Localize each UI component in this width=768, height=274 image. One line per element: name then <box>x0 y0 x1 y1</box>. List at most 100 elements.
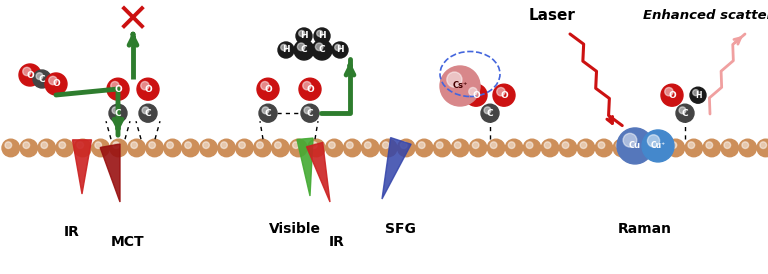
Circle shape <box>647 135 660 147</box>
Circle shape <box>299 78 321 100</box>
Circle shape <box>545 142 551 149</box>
Circle shape <box>77 142 84 149</box>
Circle shape <box>19 64 41 86</box>
Text: O: O <box>144 85 152 94</box>
Circle shape <box>332 42 348 58</box>
Circle shape <box>685 139 703 157</box>
Circle shape <box>56 139 74 157</box>
Circle shape <box>541 139 559 157</box>
Circle shape <box>379 139 397 157</box>
Circle shape <box>310 142 317 149</box>
Circle shape <box>436 142 443 149</box>
Text: IR: IR <box>64 225 80 239</box>
Circle shape <box>290 139 307 157</box>
Circle shape <box>481 104 499 122</box>
Circle shape <box>493 84 515 106</box>
Circle shape <box>693 90 699 96</box>
Circle shape <box>452 139 469 157</box>
Circle shape <box>217 139 235 157</box>
Circle shape <box>262 107 269 114</box>
Circle shape <box>649 139 667 157</box>
Circle shape <box>580 142 587 149</box>
Circle shape <box>346 142 353 149</box>
Circle shape <box>667 139 684 157</box>
Circle shape <box>362 139 379 157</box>
Circle shape <box>382 142 389 149</box>
Circle shape <box>578 139 594 157</box>
Circle shape <box>109 104 127 122</box>
Text: O: O <box>26 70 34 79</box>
Text: C: C <box>144 109 151 118</box>
Circle shape <box>110 139 127 157</box>
Text: H: H <box>300 32 308 41</box>
Circle shape <box>468 87 477 96</box>
Text: H: H <box>318 32 326 41</box>
Circle shape <box>703 139 720 157</box>
Polygon shape <box>297 138 313 196</box>
Text: H: H <box>282 45 290 55</box>
Circle shape <box>623 133 637 147</box>
Circle shape <box>36 73 43 79</box>
Circle shape <box>112 107 119 114</box>
Circle shape <box>490 142 497 149</box>
Text: Cu⁺: Cu⁺ <box>650 141 666 150</box>
Circle shape <box>142 107 149 114</box>
Text: O: O <box>500 91 508 100</box>
Circle shape <box>236 139 253 157</box>
Circle shape <box>661 84 683 106</box>
Circle shape <box>505 139 523 157</box>
Text: C: C <box>487 109 493 118</box>
Circle shape <box>595 139 613 157</box>
Circle shape <box>688 142 695 149</box>
Circle shape <box>45 73 67 95</box>
Text: O: O <box>264 85 272 94</box>
Text: Visible: Visible <box>269 222 321 236</box>
Circle shape <box>257 142 263 149</box>
Text: H: H <box>336 45 344 55</box>
Text: Enhanced scattering: Enhanced scattering <box>644 10 768 22</box>
Text: MCT: MCT <box>111 235 145 249</box>
Circle shape <box>33 70 51 88</box>
Circle shape <box>523 139 541 157</box>
Circle shape <box>455 142 461 149</box>
Circle shape <box>760 142 766 149</box>
Circle shape <box>261 81 269 90</box>
Text: C: C <box>682 109 688 118</box>
Text: O: O <box>472 91 480 100</box>
Circle shape <box>38 139 55 157</box>
Circle shape <box>488 139 505 157</box>
Text: IR: IR <box>329 235 345 249</box>
Text: C: C <box>319 45 326 55</box>
Circle shape <box>484 107 491 114</box>
Polygon shape <box>100 144 120 202</box>
Circle shape <box>326 139 343 157</box>
Circle shape <box>440 66 480 106</box>
Polygon shape <box>72 140 91 194</box>
Circle shape <box>220 142 227 149</box>
Text: O: O <box>114 85 122 94</box>
Circle shape <box>652 142 659 149</box>
Circle shape <box>613 139 631 157</box>
Circle shape <box>343 139 361 157</box>
Circle shape <box>293 142 300 149</box>
Circle shape <box>2 139 19 157</box>
Circle shape <box>497 87 505 96</box>
Circle shape <box>469 139 487 157</box>
Circle shape <box>259 104 277 122</box>
Circle shape <box>113 142 120 149</box>
Circle shape <box>307 139 325 157</box>
Text: C: C <box>265 109 271 118</box>
Circle shape <box>296 28 312 44</box>
Circle shape <box>137 78 159 100</box>
Circle shape <box>679 107 686 114</box>
Circle shape <box>400 142 407 149</box>
Circle shape <box>562 142 569 149</box>
Circle shape <box>617 128 653 164</box>
Circle shape <box>294 40 314 60</box>
Circle shape <box>665 87 673 96</box>
Circle shape <box>139 104 157 122</box>
Circle shape <box>739 139 756 157</box>
Circle shape <box>419 142 425 149</box>
Circle shape <box>365 142 371 149</box>
Text: Cu: Cu <box>629 141 641 150</box>
